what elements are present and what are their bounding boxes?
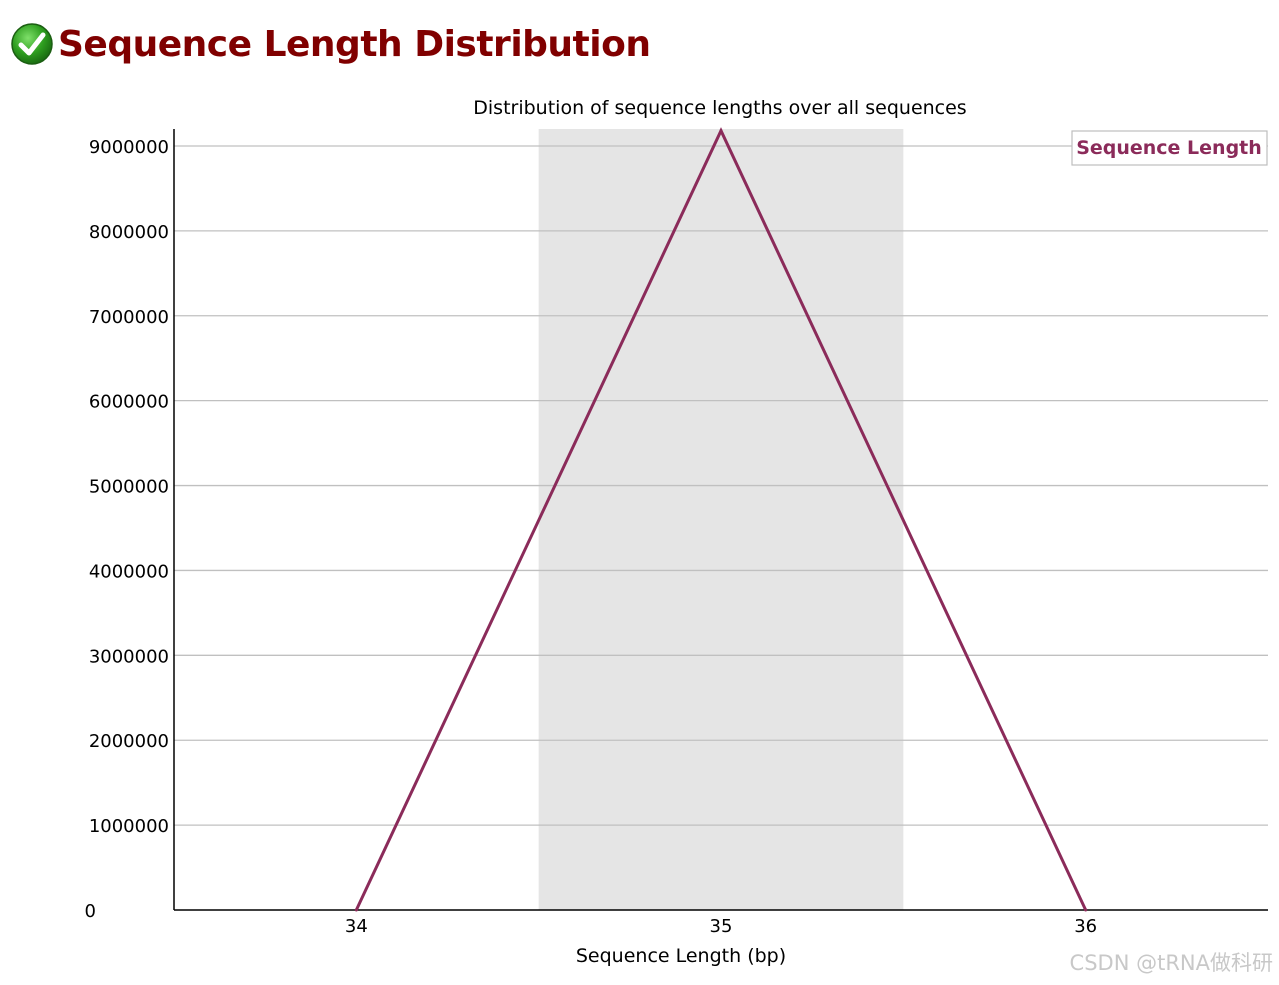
- data-point: [1084, 908, 1088, 912]
- legend-entry-sequence-length: Sequence Length: [1076, 137, 1262, 159]
- data-point: [719, 129, 723, 133]
- page-title: Sequence Length Distribution: [58, 23, 651, 65]
- y-tick-label: 2000000: [89, 731, 169, 752]
- watermark: CSDN @tRNA做科研: [1069, 951, 1273, 975]
- y-tick-label: 3000000: [89, 646, 169, 667]
- y-tick-label: 7000000: [89, 307, 169, 328]
- data-point: [354, 908, 358, 912]
- report-header: Sequence Length Distribution: [10, 14, 651, 74]
- x-tick-label: 34: [345, 916, 368, 937]
- y-tick-label: 5000000: [89, 477, 169, 498]
- y-tick-label: 9000000: [89, 137, 169, 158]
- y-tick-label: 8000000: [89, 222, 169, 243]
- x-tick-label: 35: [710, 916, 733, 937]
- y-tick-label: 0: [85, 901, 96, 922]
- y-tick-label: 1000000: [89, 816, 169, 837]
- y-tick-label: 4000000: [89, 561, 169, 582]
- chart-legend: Sequence Length: [1071, 130, 1268, 166]
- y-tick-label: 6000000: [89, 392, 169, 413]
- check-circle-icon: [11, 23, 53, 65]
- x-tick-label: 36: [1074, 916, 1097, 937]
- highlight-band: [538, 129, 904, 910]
- x-axis-label: Sequence Length (bp): [576, 945, 786, 967]
- chart-title: Distribution of sequence lengths over al…: [473, 97, 966, 119]
